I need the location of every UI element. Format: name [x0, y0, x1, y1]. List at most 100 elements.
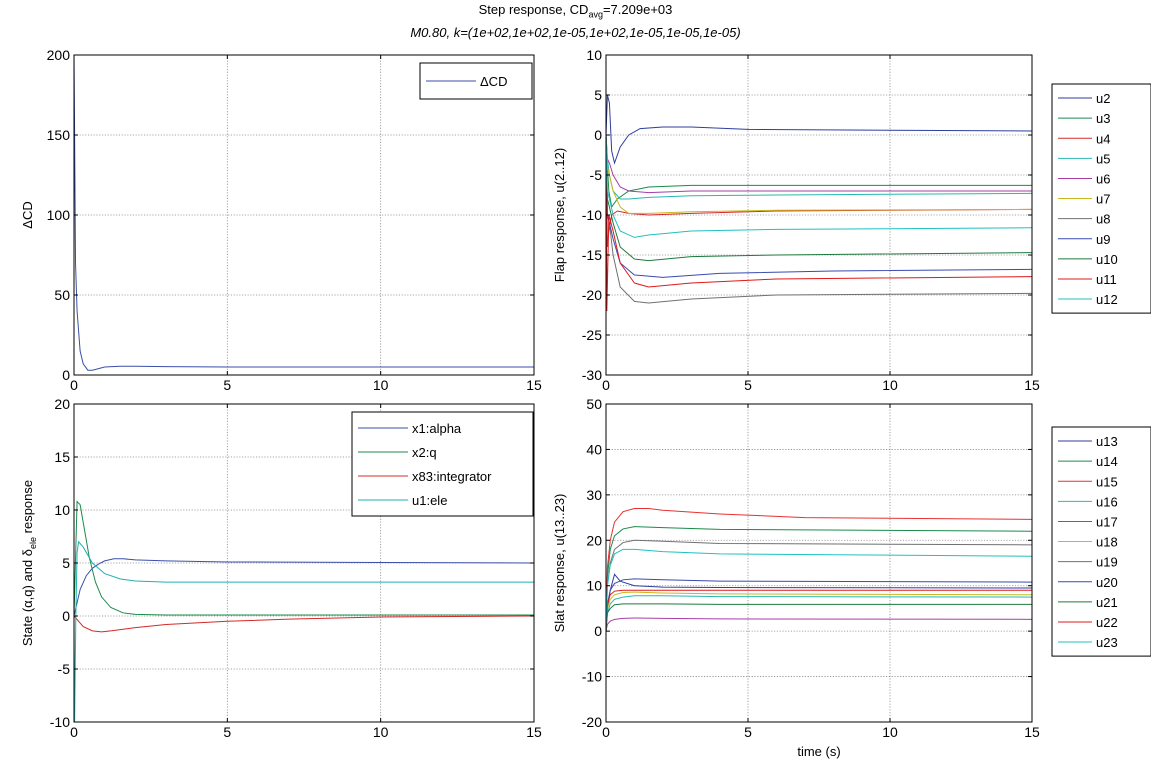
series-line-u11	[606, 134, 1032, 312]
legend-label: ΔCD	[480, 74, 507, 89]
series-line-u17	[606, 617, 1032, 632]
series-line-u21	[606, 603, 1032, 632]
plot-area	[606, 404, 1032, 722]
y-axis-label: ΔCD	[20, 201, 35, 228]
y-tick-label: 0	[62, 608, 70, 624]
chart-state: 0 5 10 15 -10 -5 0 5 10 15 20 State (α,q) and δele …	[20, 396, 542, 740]
legend-label: u19	[1096, 555, 1118, 570]
legend-label: u23	[1096, 635, 1118, 650]
legend-state: x1:alpha x2:q x83:integrator u1:ele	[351, 411, 534, 517]
x-tick-label: 10	[373, 724, 389, 740]
series-line-u12	[606, 134, 1032, 238]
y-tick-label: 0	[594, 127, 602, 143]
y-tick-label: 5	[62, 555, 70, 571]
y-axis-label: State (α,q) and δele response	[20, 480, 38, 646]
figure-title-suffix: =7.209e+03	[602, 2, 673, 17]
series-line-CD	[74, 55, 534, 371]
x-tick-label: 0	[70, 377, 78, 393]
y-tick-label: 40	[586, 441, 602, 457]
y-tick-label: -5	[58, 661, 71, 677]
chart-flap: 0 5 10 15 -30 -25 -20 -15 -10 -5 0 5 10 Flap response…	[552, 47, 1151, 393]
y-tick-label: 50	[586, 396, 602, 412]
y-tick-label: -5	[590, 167, 603, 183]
chart-slat: 0 5 10 15 -20 -10 0 10 20 30 40 50 Slat response, u(…	[552, 396, 1151, 759]
series-line-u16	[606, 595, 1032, 632]
legend-slat: u13 u14 u15 u16 u17 u18 u19 u20 u21 u22 u23	[1051, 426, 1151, 657]
x-tick-label: 5	[223, 724, 231, 740]
y-tick-label: 150	[47, 127, 71, 143]
y-tick-label: -20	[582, 287, 602, 303]
legend-label: x2:q	[412, 445, 437, 460]
legend-label: u13	[1096, 434, 1118, 449]
x-tick-label: 0	[602, 377, 610, 393]
legend-label: u8	[1096, 212, 1110, 227]
legend-label: u21	[1096, 595, 1118, 610]
x-tick-label: 15	[1024, 377, 1040, 393]
legend-label: u15	[1096, 474, 1118, 489]
x-tick-label: 15	[526, 724, 542, 740]
legend-box	[351, 411, 534, 517]
series-line-u18	[606, 591, 1032, 632]
series-line-u22	[606, 589, 1032, 632]
y-tick-label: 0	[594, 623, 602, 639]
x-tick-label: 5	[744, 724, 752, 740]
series-line-x2q	[74, 500, 534, 617]
legend-label: u10	[1096, 252, 1118, 267]
x-axis-label: time (s)	[797, 744, 840, 759]
series-line-u23	[606, 548, 1032, 632]
series-line-u1ele	[74, 540, 534, 722]
y-tick-label: -25	[582, 327, 602, 343]
y-tick-label: 10	[586, 47, 602, 63]
y-tick-label: 20	[54, 396, 70, 412]
legend-label: x1:alpha	[412, 421, 462, 436]
x-tick-label: 10	[373, 377, 389, 393]
legend-label: u9	[1096, 232, 1110, 247]
series-line-u6	[606, 134, 1032, 194]
legend-label: u12	[1096, 292, 1118, 307]
y-tick-label: 10	[54, 502, 70, 518]
legend-label: u4	[1096, 131, 1110, 146]
legend-label: u2	[1096, 91, 1110, 106]
legend-label: u16	[1096, 494, 1118, 509]
series-line-u14	[606, 526, 1032, 632]
y-tick-label: 10	[586, 578, 602, 594]
legend-label: u14	[1096, 454, 1118, 469]
y-tick-label: 20	[586, 532, 602, 548]
y-axis-label-suffix: response	[20, 480, 35, 537]
legend-label: u22	[1096, 615, 1118, 630]
series-line-u5	[606, 134, 1032, 200]
legend-flap: u2 u3 u4 u5 u6 u7 u8 u9 u10 u11 u12	[1051, 83, 1151, 314]
y-tick-label: -20	[582, 714, 602, 730]
series-line-u10	[606, 134, 1032, 262]
legend-label: u20	[1096, 575, 1118, 590]
figure-title-prefix: Step response, CD	[478, 2, 589, 17]
x-tick-label: 15	[526, 377, 542, 393]
y-tick-label: -15	[582, 247, 602, 263]
y-tick-label: 5	[594, 87, 602, 103]
y-tick-label: 0	[62, 367, 70, 383]
series-line-u3	[606, 134, 1032, 209]
legend-label: u1:ele	[412, 493, 447, 508]
y-tick-label: 30	[586, 487, 602, 503]
series-line-u2	[606, 94, 1032, 165]
series-line-u15	[606, 507, 1032, 632]
figure-title-subscript: avg	[588, 9, 603, 20]
legend-label: u6	[1096, 171, 1110, 186]
y-tick-label: -10	[582, 669, 602, 685]
figure-subtitle: M0.80, k=(1e+02,1e+02,1e-05,1e+02,1e-05,…	[410, 25, 741, 40]
legend-label: u17	[1096, 514, 1118, 529]
y-tick-label: 200	[47, 47, 71, 63]
x-tick-label: 5	[744, 377, 752, 393]
axes-box	[605, 403, 1033, 723]
y-axis-label-subscript: ele	[28, 537, 38, 549]
legend-cd: ΔCD	[419, 62, 533, 100]
legend-label: u18	[1096, 535, 1118, 550]
y-tick-label: 15	[54, 449, 70, 465]
x-tick-label: 5	[223, 377, 231, 393]
y-tick-label: -10	[50, 714, 70, 730]
legend-label: u5	[1096, 151, 1110, 166]
x-tick-label: 10	[882, 724, 898, 740]
x-tick-label: 15	[1024, 724, 1040, 740]
